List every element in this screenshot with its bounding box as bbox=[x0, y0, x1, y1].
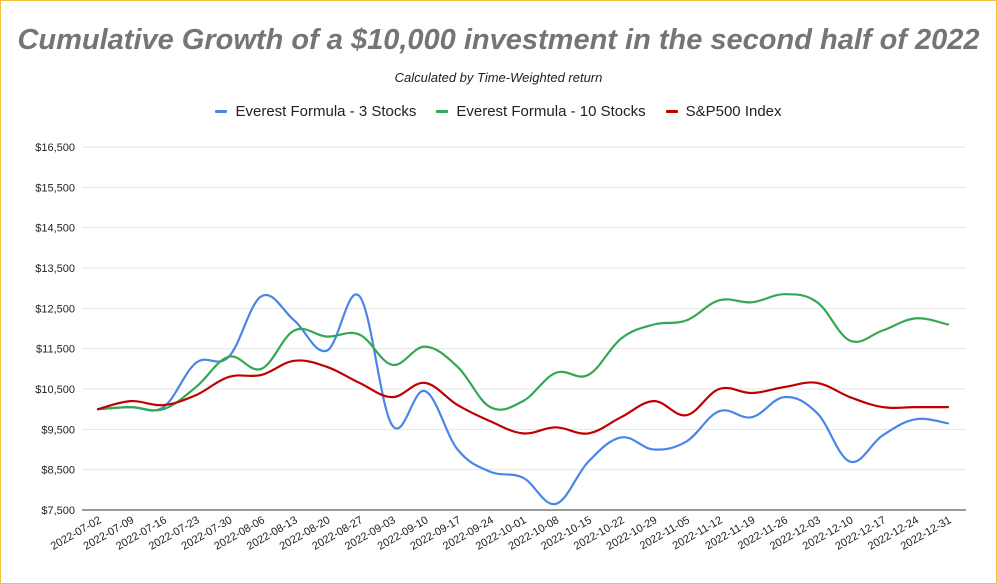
legend-swatch-3-stocks bbox=[215, 110, 228, 113]
legend-label-3-stocks: Everest Formula - 3 Stocks bbox=[235, 103, 417, 120]
y-tick-label: $16,500 bbox=[35, 142, 75, 154]
y-tick-label: $15,500 bbox=[35, 182, 75, 194]
y-tick-label: $11,500 bbox=[36, 344, 75, 356]
y-tick-label: $8,500 bbox=[41, 465, 75, 477]
y-tick-label: $9,500 bbox=[41, 424, 75, 436]
legend: Everest Formula - 3 Stocks Everest Formu… bbox=[0, 103, 997, 120]
legend-item-10-stocks[interactable]: Everest Formula - 10 Stocks bbox=[436, 103, 646, 120]
y-tick-label: $12,500 bbox=[35, 303, 75, 315]
y-tick-label: $7,500 bbox=[41, 505, 75, 517]
chart-subtitle: Calculated by Time-Weighted return bbox=[394, 70, 603, 85]
y-tick-label: $13,500 bbox=[35, 263, 75, 275]
series-line-10-stocks bbox=[96, 293, 950, 412]
y-tick-label: $14,500 bbox=[35, 223, 75, 235]
legend-swatch-sp500 bbox=[665, 110, 678, 113]
series-line-3-stocks bbox=[96, 293, 950, 506]
y-tick-label: $10,500 bbox=[35, 384, 75, 396]
legend-swatch-10-stocks bbox=[436, 110, 449, 113]
legend-label-sp500: S&P500 Index bbox=[685, 103, 782, 120]
legend-item-3-stocks[interactable]: Everest Formula - 3 Stocks bbox=[215, 103, 416, 120]
legend-item-sp500[interactable]: S&P500 Index bbox=[665, 103, 782, 120]
series-line-sp500 bbox=[96, 359, 950, 435]
legend-label-10-stocks: Everest Formula - 10 Stocks bbox=[456, 103, 646, 120]
chart-title: Cumulative Growth of a $10,000 investmen… bbox=[17, 24, 980, 56]
